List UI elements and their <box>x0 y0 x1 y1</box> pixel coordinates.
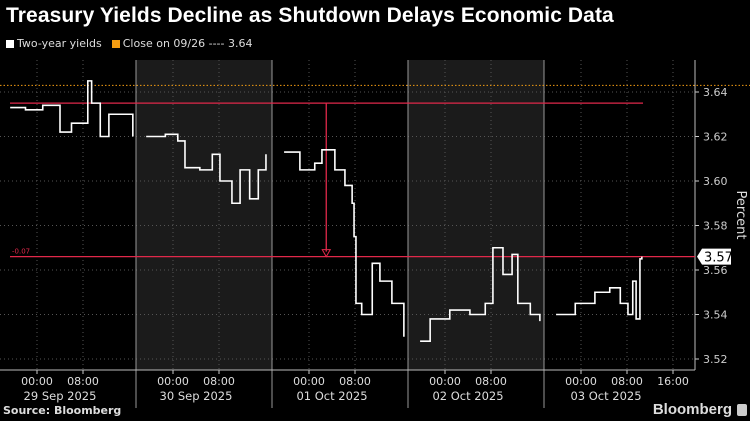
legend-label: Close on 09/26 ---- 3.64 <box>122 37 253 50</box>
y-tick-label: 3.56 <box>703 264 728 277</box>
y-tick-label: 3.62 <box>703 131 728 144</box>
last-value-label: 3.57 <box>704 251 733 266</box>
legend-swatch <box>111 39 120 48</box>
last-value-badge <box>697 248 731 265</box>
legend: Two-year yields Close on 09/26 ---- 3.64 <box>6 37 252 50</box>
legend-swatch <box>6 39 14 48</box>
session-date-label: 03 Oct 2025 <box>570 389 641 403</box>
bloomberg-logo: Bloomberg <box>652 401 732 418</box>
change-arrow-head <box>321 249 332 258</box>
y-axis-label: Percent <box>733 191 748 240</box>
legend-item-two-year-yields: Two-year yields <box>6 37 102 50</box>
bloomberg-terminal-icon <box>737 404 747 416</box>
session-date-label: 29 Sep 2025 <box>24 389 97 403</box>
x-tick-label: 00:00 <box>157 375 189 388</box>
y-tick-label: 3.52 <box>703 353 728 366</box>
x-tick-label: 00:00 <box>21 375 53 388</box>
two-year-yield-line <box>10 80 643 342</box>
session-shading <box>408 60 544 370</box>
source-note: Source: Bloomberg <box>3 404 122 417</box>
x-tick-label: 08:00 <box>611 375 643 388</box>
y-tick-label: 3.54 <box>703 309 728 322</box>
x-tick-label: 16:00 <box>657 375 689 388</box>
legend-item-close: Close on 09/26 ---- 3.64 <box>111 37 253 50</box>
y-tick-label: 3.64 <box>703 86 728 99</box>
x-tick-label: 00:00 <box>293 375 325 388</box>
change-label: -0.07 <box>12 248 30 256</box>
x-tick-label: 00:00 <box>565 375 597 388</box>
session-date-label: 30 Sep 2025 <box>160 389 233 403</box>
x-tick-label: 08:00 <box>339 375 371 388</box>
y-tick-label: 3.60 <box>703 175 728 188</box>
chart-title: Treasury Yields Decline as Shutdown Dela… <box>6 4 614 27</box>
y-tick-label: 3.58 <box>703 220 728 233</box>
x-tick-label: 00:00 <box>429 375 461 388</box>
x-tick-label: 08:00 <box>203 375 235 388</box>
session-date-label: 01 Oct 2025 <box>296 389 367 403</box>
x-tick-label: 08:00 <box>67 375 99 388</box>
session-date-label: 02 Oct 2025 <box>432 389 503 403</box>
session-shading <box>136 60 272 370</box>
x-tick-label: 08:00 <box>475 375 507 388</box>
legend-label: Two-year yields <box>17 37 102 50</box>
